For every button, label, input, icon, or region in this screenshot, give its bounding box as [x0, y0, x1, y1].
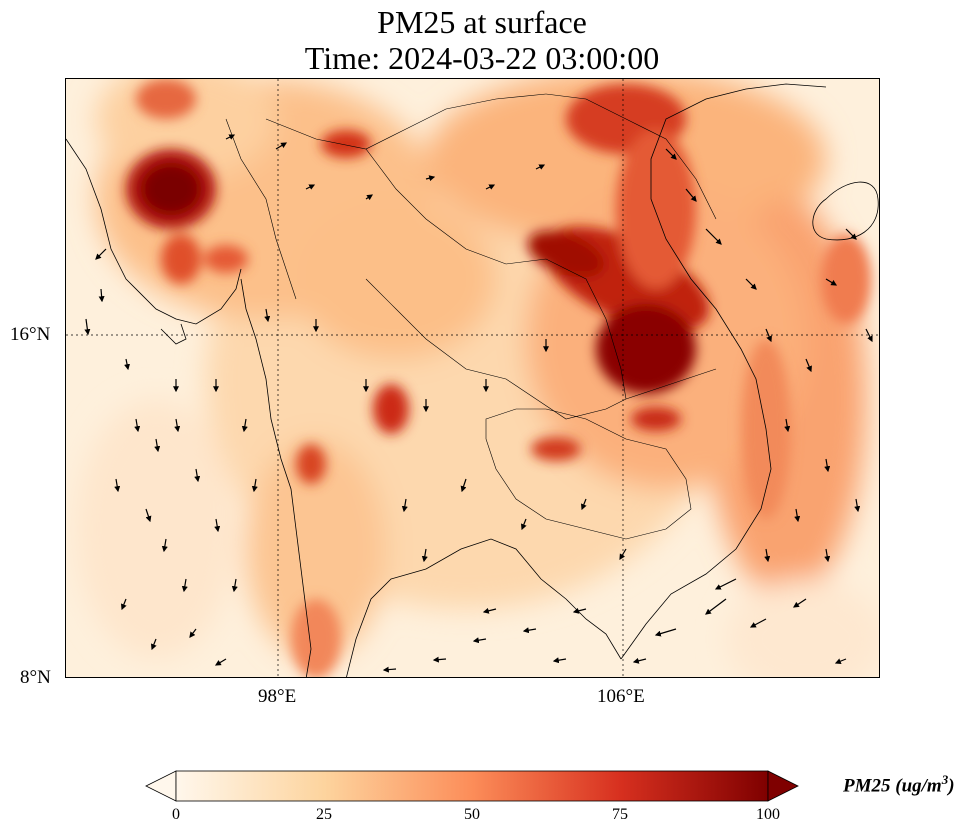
colorbar-label: PM25 (ug/m3): [843, 772, 955, 797]
coastlines: [66, 83, 879, 677]
colorbar-tick-25: 25: [316, 806, 332, 823]
pm25-map: [65, 78, 880, 678]
colorbar-tick-0: 0: [172, 806, 180, 823]
colorbar-gradient: [175, 770, 769, 802]
plot-title-line2: Time: 2024-03-22 03:00:00: [304, 40, 660, 76]
colorbar-tick-75: 75: [612, 806, 628, 823]
colorbar-min-extend: [145, 770, 177, 802]
colorbar-label-sup: 3: [941, 772, 949, 787]
lon-tick-98e: 98°E: [258, 686, 297, 707]
lon-tick-106e: 106°E: [597, 686, 645, 707]
gridlines: [66, 79, 879, 677]
colorbar-tick-50: 50: [464, 806, 480, 823]
plot-title-line1: PM25 at surface: [377, 4, 587, 40]
colorbar-label-close: ): [948, 775, 955, 797]
colorbar-label-text: PM25 (ug/m: [843, 775, 942, 797]
country-borders: [225, 93, 717, 540]
colorbar-tick-100: 100: [756, 806, 780, 823]
lat-tick-16n: 16°N: [10, 324, 51, 345]
map-svg: [66, 79, 879, 677]
colorbar: [145, 770, 799, 802]
lat-tick-8n: 8°N: [20, 667, 51, 688]
wind-vectors: [84, 134, 873, 673]
colorbar-max-extend: [767, 770, 799, 802]
